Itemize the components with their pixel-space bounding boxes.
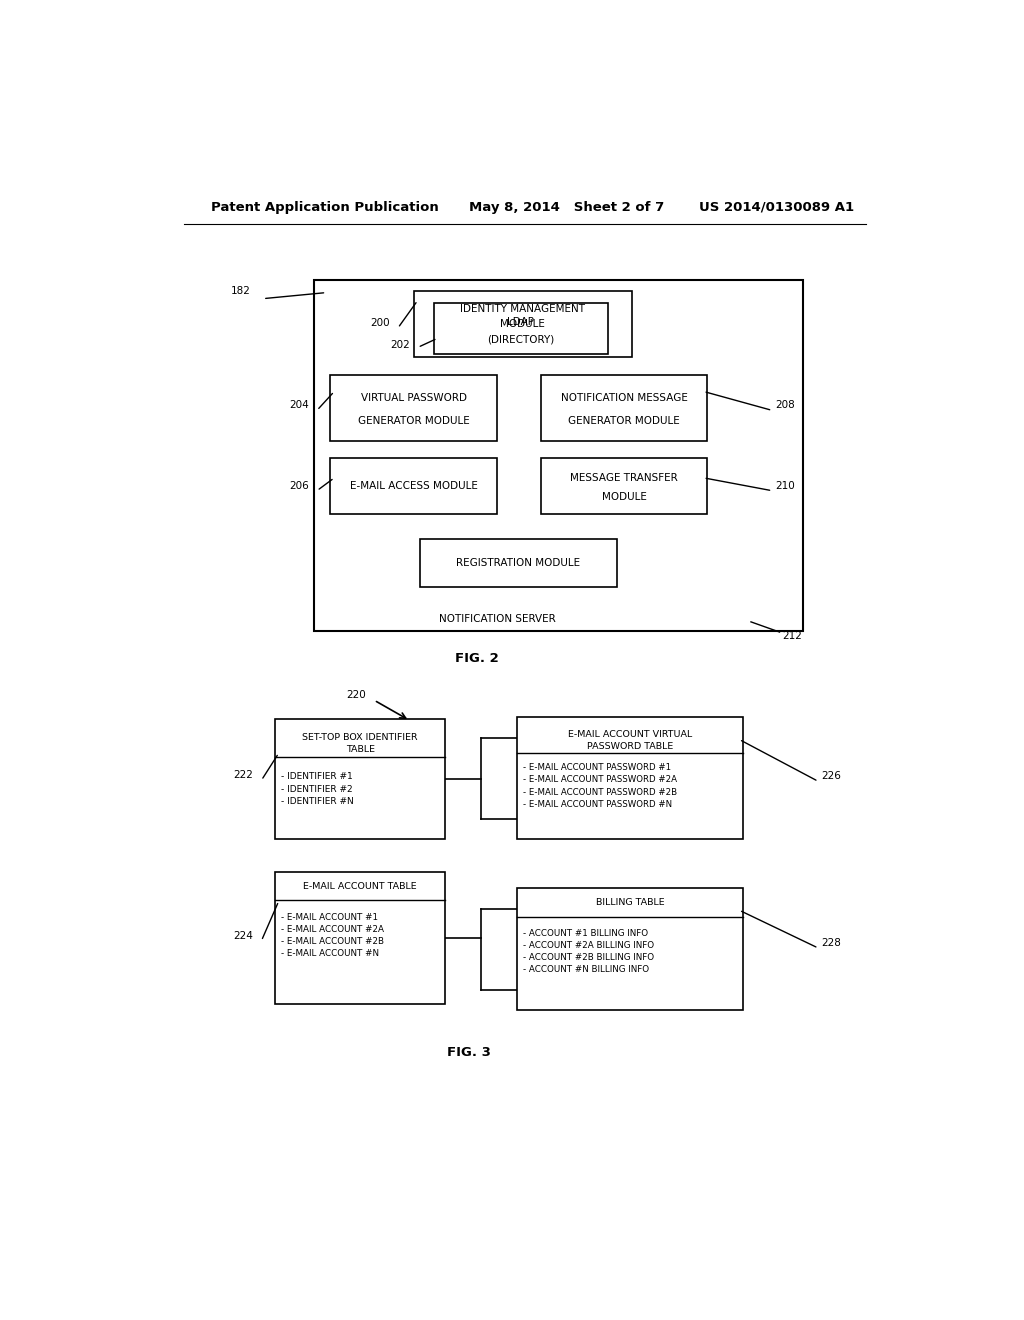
Text: Patent Application Publication: Patent Application Publication: [211, 201, 439, 214]
Text: 202: 202: [390, 341, 410, 350]
Text: - IDENTIFIER #N: - IDENTIFIER #N: [282, 797, 354, 805]
Bar: [314, 280, 803, 631]
Text: E-MAIL ACCESS MODULE: E-MAIL ACCESS MODULE: [350, 482, 477, 491]
Text: REGISTRATION MODULE: REGISTRATION MODULE: [457, 558, 581, 568]
Text: - IDENTIFIER #2: - IDENTIFIER #2: [282, 784, 353, 793]
Text: - E-MAIL ACCOUNT #2A: - E-MAIL ACCOUNT #2A: [282, 925, 384, 933]
Bar: [274, 873, 445, 1005]
Text: 212: 212: [782, 631, 803, 642]
Bar: [541, 375, 708, 441]
Text: - E-MAIL ACCOUNT PASSWORD #N: - E-MAIL ACCOUNT PASSWORD #N: [523, 800, 673, 809]
Text: E-MAIL ACCOUNT TABLE: E-MAIL ACCOUNT TABLE: [303, 882, 417, 891]
Bar: [433, 302, 608, 354]
Text: 228: 228: [821, 939, 841, 948]
Text: PASSWORD TABLE: PASSWORD TABLE: [587, 742, 673, 751]
Bar: [517, 718, 743, 840]
Text: TABLE: TABLE: [346, 746, 375, 755]
Text: MESSAGE TRANSFER: MESSAGE TRANSFER: [570, 473, 678, 483]
Text: - E-MAIL ACCOUNT #2B: - E-MAIL ACCOUNT #2B: [282, 937, 384, 946]
Text: GENERATOR MODULE: GENERATOR MODULE: [568, 416, 680, 426]
Text: VIRTUAL PASSWORD: VIRTUAL PASSWORD: [360, 393, 467, 403]
Text: - ACCOUNT #2B BILLING INFO: - ACCOUNT #2B BILLING INFO: [523, 953, 654, 962]
Text: - ACCOUNT #1 BILLING INFO: - ACCOUNT #1 BILLING INFO: [523, 929, 648, 937]
Text: GENERATOR MODULE: GENERATOR MODULE: [357, 416, 470, 426]
Text: BILLING TABLE: BILLING TABLE: [596, 898, 665, 907]
Text: IDENTITY MANAGEMENT: IDENTITY MANAGEMENT: [461, 304, 586, 314]
Text: (DIRECTORY): (DIRECTORY): [487, 334, 554, 345]
Text: 210: 210: [775, 480, 795, 491]
Text: 222: 222: [233, 771, 253, 780]
Text: - E-MAIL ACCOUNT PASSWORD #1: - E-MAIL ACCOUNT PASSWORD #1: [523, 763, 672, 772]
Bar: [541, 458, 708, 515]
Bar: [517, 888, 743, 1010]
Text: - E-MAIL ACCOUNT #N: - E-MAIL ACCOUNT #N: [282, 949, 379, 958]
Bar: [331, 375, 497, 441]
Text: FIG. 3: FIG. 3: [447, 1047, 492, 1060]
Bar: [274, 719, 445, 840]
Text: US 2014/0130089 A1: US 2014/0130089 A1: [699, 201, 854, 214]
Text: - ACCOUNT #N BILLING INFO: - ACCOUNT #N BILLING INFO: [523, 965, 649, 974]
Text: - E-MAIL ACCOUNT PASSWORD #2B: - E-MAIL ACCOUNT PASSWORD #2B: [523, 788, 677, 796]
Bar: [331, 458, 497, 515]
Text: - E-MAIL ACCOUNT #1: - E-MAIL ACCOUNT #1: [282, 912, 378, 921]
Text: MODULE: MODULE: [501, 318, 545, 329]
Text: 220: 220: [346, 690, 367, 700]
Text: 204: 204: [289, 400, 309, 411]
Bar: [414, 290, 632, 356]
Bar: [420, 539, 616, 587]
Text: - IDENTIFIER #1: - IDENTIFIER #1: [282, 772, 353, 781]
Text: SET-TOP BOX IDENTIFIER: SET-TOP BOX IDENTIFIER: [302, 733, 418, 742]
Text: 224: 224: [233, 931, 253, 941]
Text: E-MAIL ACCOUNT VIRTUAL: E-MAIL ACCOUNT VIRTUAL: [568, 730, 692, 739]
Text: FIG. 2: FIG. 2: [456, 652, 499, 665]
Text: May 8, 2014   Sheet 2 of 7: May 8, 2014 Sheet 2 of 7: [469, 201, 665, 214]
Text: LDAP: LDAP: [507, 317, 535, 327]
Text: 200: 200: [371, 318, 390, 329]
Text: - E-MAIL ACCOUNT PASSWORD #2A: - E-MAIL ACCOUNT PASSWORD #2A: [523, 775, 677, 784]
Text: 182: 182: [231, 285, 251, 296]
Text: 226: 226: [821, 771, 841, 781]
Text: NOTIFICATION MESSAGE: NOTIFICATION MESSAGE: [560, 393, 687, 403]
Text: - ACCOUNT #2A BILLING INFO: - ACCOUNT #2A BILLING INFO: [523, 941, 654, 950]
Text: MODULE: MODULE: [601, 492, 646, 503]
Text: 206: 206: [289, 480, 309, 491]
Text: NOTIFICATION SERVER: NOTIFICATION SERVER: [438, 614, 555, 624]
Text: 208: 208: [775, 400, 795, 411]
